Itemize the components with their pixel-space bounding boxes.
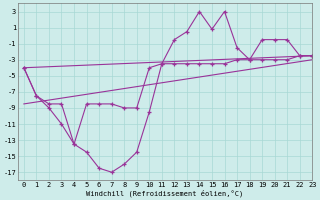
X-axis label: Windchill (Refroidissement éolien,°C): Windchill (Refroidissement éolien,°C) [86, 189, 244, 197]
